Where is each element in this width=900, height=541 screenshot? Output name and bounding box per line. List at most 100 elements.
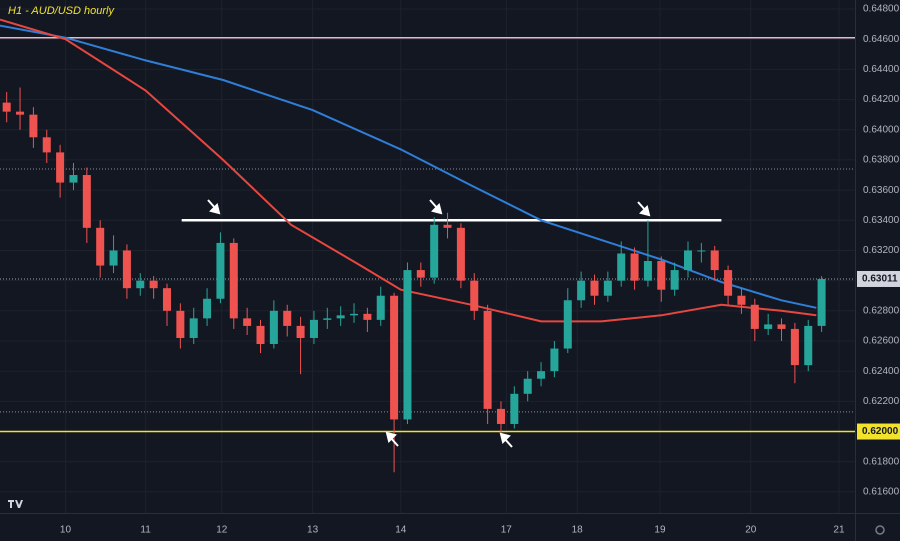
arrow [637, 201, 651, 217]
y-tick-label: 0.61600 [863, 487, 900, 498]
candle-body [750, 304, 759, 329]
candle-body [336, 315, 345, 319]
candle-body [269, 310, 278, 345]
candle-body [643, 261, 652, 281]
candle-body [764, 324, 773, 329]
price-tag-label: 0.63011 [862, 274, 898, 285]
candle-body [563, 300, 572, 349]
candle-body [817, 278, 826, 326]
candle-body [483, 310, 492, 409]
candle-body [363, 313, 372, 320]
candle-body [710, 250, 719, 271]
candle-body [577, 280, 586, 301]
candle-body [176, 310, 185, 338]
x-tick-label: 12 [216, 525, 228, 536]
y-tick-label: 0.63200 [863, 245, 900, 256]
candle-body [537, 371, 546, 379]
arrow [499, 432, 513, 448]
candle-body [724, 270, 733, 296]
candle-body [149, 280, 158, 289]
candle-body [416, 270, 425, 278]
candle-body [390, 295, 399, 420]
candle-body [189, 318, 198, 338]
candle-body [684, 250, 693, 271]
annotation-arrows [207, 199, 651, 448]
y-tick-label: 0.62200 [863, 396, 900, 407]
candle-body [456, 227, 465, 281]
candle-body [470, 280, 479, 311]
candle-body [350, 313, 359, 316]
candle-body [670, 270, 679, 290]
candle-body [657, 261, 666, 290]
candle-body [203, 298, 212, 319]
candle-body [109, 250, 118, 266]
y-tick-label: 0.64200 [863, 94, 900, 105]
candle-body [443, 224, 452, 228]
x-tick-label: 13 [307, 525, 319, 536]
candle-body [96, 227, 105, 266]
candle-body [790, 328, 799, 366]
candle-body [122, 250, 131, 289]
price-tag [857, 270, 900, 287]
candle-body [590, 280, 599, 296]
candle-body [283, 310, 292, 326]
y-tick-label: 0.62600 [863, 336, 900, 347]
moving-average [0, 24, 817, 309]
candle-body [56, 152, 65, 183]
y-tick-label: 0.64600 [863, 34, 900, 45]
candle-body [630, 253, 639, 281]
candle-body [216, 242, 225, 299]
y-tick-label: 0.63800 [863, 155, 900, 166]
x-tick-label: 19 [654, 525, 666, 536]
candle-body [82, 175, 91, 228]
moving-average [0, 18, 817, 323]
x-tick-label: 21 [833, 525, 845, 536]
arrow [385, 431, 399, 447]
candle-body [777, 324, 786, 329]
price-tag [857, 423, 900, 440]
y-tick-label: 0.61800 [863, 456, 900, 467]
candle-body [496, 408, 505, 424]
candle-body [550, 348, 559, 372]
candle-body [523, 378, 532, 394]
y-tick-label: 0.62800 [863, 305, 900, 316]
settings-icon[interactable] [875, 525, 885, 535]
candle-body [309, 319, 318, 338]
candle-body [603, 280, 612, 296]
candle-body [296, 325, 305, 338]
candle-body [323, 318, 332, 320]
plot-area [0, 0, 855, 513]
candle-body [136, 280, 145, 289]
chart-title: H1 - AUD/USD hourly [8, 5, 115, 17]
x-tick-label: 11 [140, 525, 151, 536]
candle-body [256, 325, 265, 345]
candle-body [243, 318, 252, 326]
candle-body [42, 137, 51, 153]
candle-body [737, 295, 746, 305]
candle-body [804, 325, 813, 366]
candle-body [697, 250, 706, 252]
candle-body [2, 102, 11, 112]
x-tick-label: 17 [501, 525, 513, 536]
price-tag-label: 0.62000 [862, 426, 899, 437]
candle-body [617, 253, 626, 281]
candle-body [69, 175, 78, 183]
candle-body [229, 242, 238, 319]
candle-body [162, 288, 171, 311]
x-tick-label: 18 [572, 525, 584, 536]
y-tick-label: 0.62400 [863, 366, 900, 377]
y-tick-label: 0.63600 [863, 185, 900, 196]
x-tick-label: 10 [60, 525, 72, 536]
logo [6, 496, 24, 510]
y-tick-label: 0.64400 [863, 64, 900, 75]
arrow [429, 199, 443, 215]
candle-body [430, 224, 439, 278]
candle-body [29, 114, 38, 138]
candle-body [510, 393, 519, 424]
y-tick-label: 0.64800 [863, 4, 900, 15]
y-tick-label: 0.64000 [863, 124, 900, 135]
arrow [207, 199, 221, 215]
